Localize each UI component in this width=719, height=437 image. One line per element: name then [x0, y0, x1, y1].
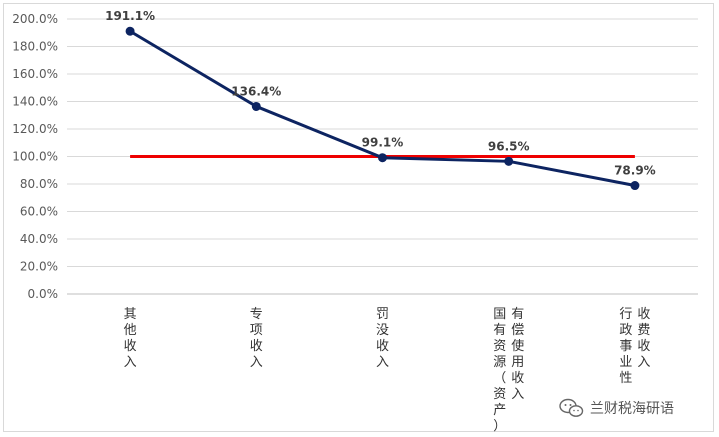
y-tick-label: 180.0% [12, 40, 58, 54]
x-category-label: 专项收入 [250, 307, 263, 370]
data-point [378, 153, 387, 163]
y-tick-label: 100.0% [12, 150, 58, 164]
wechat-icon [559, 398, 584, 417]
data-point [504, 156, 514, 166]
y-tick-label: 120.0% [12, 122, 58, 136]
data-labels: 191.1% 136.4% 99.1% 96.5% 78.9% [105, 9, 656, 177]
y-tick-label: 20.0% [20, 260, 58, 274]
x-category-label: 行政事业性 [619, 307, 632, 386]
y-tick-label: 40.0% [20, 232, 58, 246]
gridlines [67, 18, 698, 295]
data-label: 96.5% [488, 139, 530, 153]
data-label: 136.4% [231, 84, 281, 98]
y-tick-label: 0.0% [28, 287, 59, 301]
y-tick-label: 140.0% [12, 95, 58, 109]
x-category-label: 罚没收入 [376, 307, 389, 370]
watermark: 兰财税海研语 [559, 398, 674, 417]
data-point [125, 26, 135, 36]
x-category-label: 有偿使用收入 [511, 307, 524, 402]
y-tick-label: 200.0% [12, 12, 58, 26]
series-line [129, 29, 636, 187]
chart-frame [3, 3, 714, 432]
watermark-text: 兰财税海研语 [590, 401, 674, 417]
data-point [251, 101, 261, 111]
data-label: 191.1% [105, 9, 155, 23]
y-tick-label: 160.0% [12, 67, 58, 81]
y-tick-label: 60.0% [20, 205, 58, 219]
y-tick-label: 80.0% [20, 177, 58, 191]
series-group [125, 26, 640, 191]
y-axis-tick-labels: 0.0% 20.0% 40.0% 60.0% 80.0% 100.0% 120.0% 140.… [12, 12, 58, 301]
data-label: 78.9% [614, 164, 656, 178]
x-category-label: 国有资源（资产） [493, 307, 506, 434]
x-category-label: 收费收入 [637, 307, 650, 370]
data-label: 99.1% [362, 136, 404, 150]
x-category-label: 其他收入 [124, 307, 137, 370]
data-point [630, 181, 640, 191]
